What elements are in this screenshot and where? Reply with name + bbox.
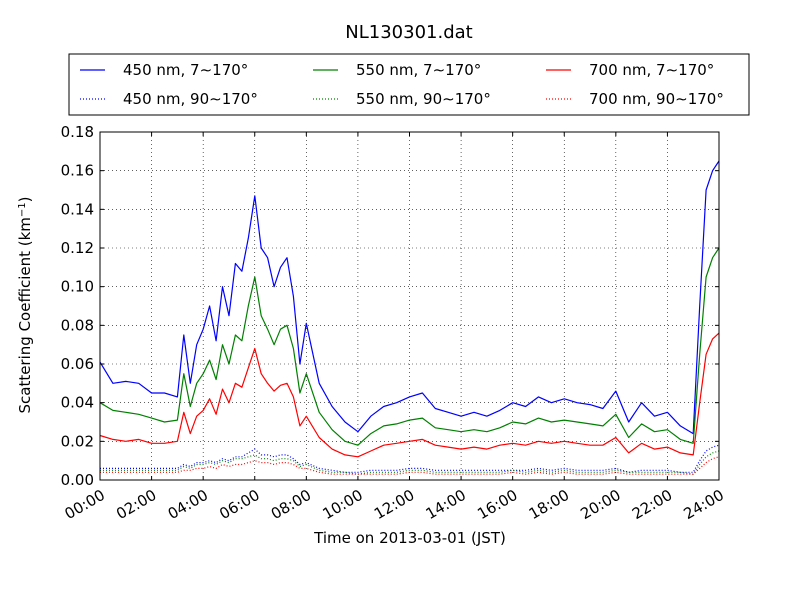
x-tick-label: 14:00: [423, 486, 469, 523]
legend: 450 nm, 7∼170° 550 nm, 7∼170° 700 nm, 7∼17…: [68, 53, 750, 116]
y-tick-label: 0.12: [61, 239, 94, 257]
series-line-5: [100, 456, 720, 475]
y-tick-label: 0.02: [61, 432, 94, 450]
x-tick-label: 16:00: [474, 486, 520, 523]
x-tick-label: 20:00: [577, 486, 623, 523]
legend-label-4: 550 nm, 90∼170°: [356, 90, 491, 108]
series-line-2: [99, 332, 720, 458]
legend-label-1: 550 nm, 7∼170°: [356, 61, 481, 79]
y-axis-label-exponent: −1: [17, 202, 28, 217]
x-tick-label: 22:00: [629, 486, 675, 523]
y-tick-label: 0.14: [61, 200, 94, 218]
x-tick-label: 18:00: [526, 486, 572, 523]
y-axis-label: Scattering Coefficient (km−1): [16, 196, 34, 413]
chart-title: NL130301.dat: [345, 22, 472, 43]
x-tick-labels: 00:00 02:00 04:00 06:00 08:00 10:00 12:00 14:00…: [62, 486, 727, 523]
y-tick-label: 0.10: [61, 278, 94, 296]
x-axis-label: Time on 2013-03-01 (JST): [313, 529, 506, 547]
x-tick-label: 12:00: [371, 486, 417, 523]
ticks: [99, 131, 720, 481]
series-line-1: [99, 247, 720, 446]
y-tick-label: 0.04: [61, 394, 94, 412]
y-tick-label: 0.08: [61, 316, 94, 334]
series-line-4: [100, 450, 720, 475]
series-layer: [99, 160, 720, 475]
x-tick-label: 02:00: [113, 486, 159, 523]
legend-label-2: 700 nm, 7∼170°: [589, 61, 714, 79]
x-tick-label: 06:00: [216, 486, 262, 523]
x-tick-label: 08:00: [268, 486, 314, 523]
y-axis-label-suffix: ): [16, 196, 34, 202]
y-tick-label: 0.18: [61, 123, 94, 141]
y-axis-label-main: Scattering Coefficient (km: [16, 217, 34, 413]
x-tick-label: 24:00: [681, 486, 727, 523]
y-tick-labels: 0.00 0.02 0.04 0.06 0.08 0.10 0.12 0.14 0.16 0.18: [61, 123, 94, 489]
legend-label-5: 700 nm, 90∼170°: [589, 90, 724, 108]
y-tick-label: 0.16: [61, 162, 94, 180]
series-line-3: [100, 444, 720, 473]
legend-label-3: 450 nm, 90∼170°: [123, 90, 258, 108]
x-tick-label: 04:00: [165, 486, 211, 523]
legend-label-0: 450 nm, 7∼170°: [123, 61, 248, 79]
x-tick-label: 10:00: [319, 486, 365, 523]
x-tick-label: 00:00: [62, 486, 108, 523]
legend-frame: [68, 53, 750, 116]
series-line-0: [99, 160, 720, 435]
y-tick-label: 0.06: [61, 355, 94, 373]
y-tick-label: 0.00: [61, 471, 94, 489]
